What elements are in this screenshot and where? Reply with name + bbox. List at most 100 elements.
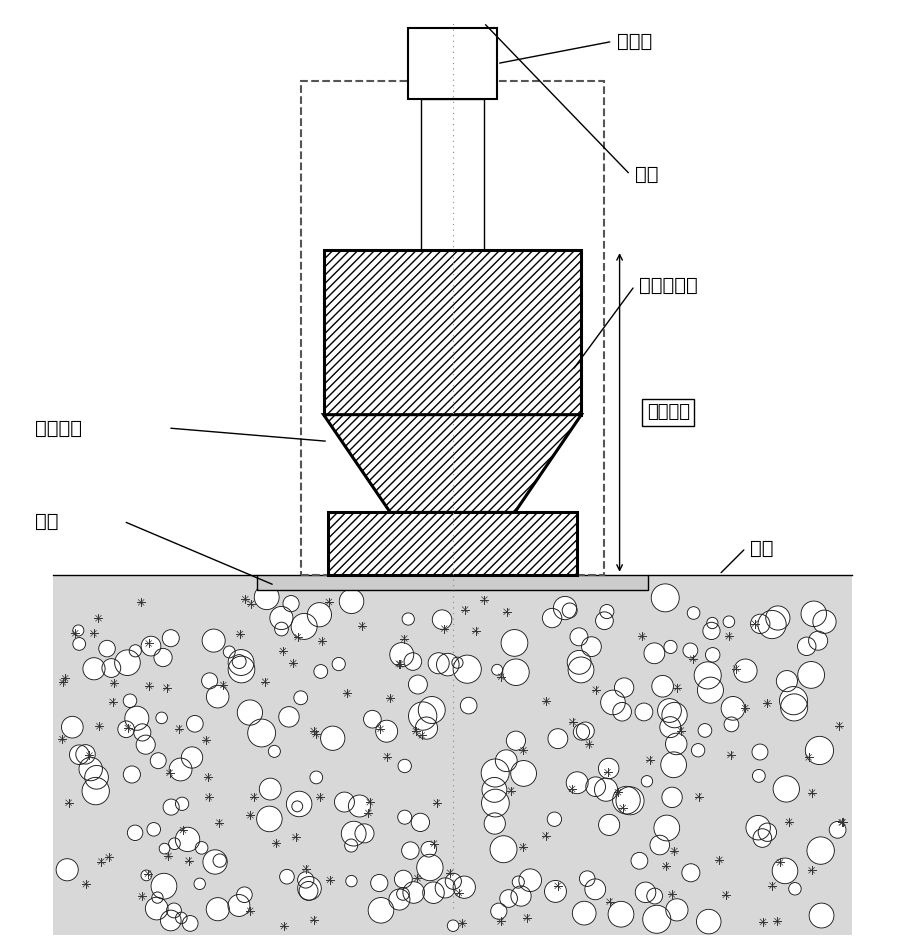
Bar	[257, 575, 648, 590]
Circle shape	[647, 888, 662, 904]
Circle shape	[99, 640, 115, 657]
Circle shape	[752, 769, 766, 782]
Circle shape	[274, 622, 289, 636]
Circle shape	[291, 613, 317, 639]
Circle shape	[553, 596, 576, 620]
Text: 夹锤: 夹锤	[634, 165, 658, 184]
Circle shape	[154, 649, 172, 666]
Circle shape	[734, 659, 757, 682]
Circle shape	[691, 743, 705, 757]
Circle shape	[123, 766, 140, 783]
Circle shape	[162, 630, 179, 647]
Circle shape	[666, 899, 688, 921]
Circle shape	[572, 901, 596, 925]
Circle shape	[72, 625, 84, 636]
Circle shape	[371, 874, 388, 892]
Circle shape	[654, 815, 680, 841]
Circle shape	[72, 637, 86, 651]
Circle shape	[512, 876, 524, 888]
Circle shape	[511, 886, 531, 906]
Bar	[52, 575, 853, 935]
Circle shape	[752, 744, 768, 760]
Circle shape	[206, 898, 229, 921]
Circle shape	[167, 903, 181, 918]
Circle shape	[461, 697, 477, 714]
Circle shape	[314, 665, 328, 679]
Circle shape	[698, 724, 712, 738]
Polygon shape	[324, 415, 581, 512]
Circle shape	[661, 752, 687, 778]
Circle shape	[500, 889, 518, 907]
Circle shape	[697, 909, 721, 934]
Circle shape	[236, 887, 252, 902]
Circle shape	[332, 657, 346, 671]
Circle shape	[415, 717, 438, 739]
Circle shape	[228, 650, 254, 676]
Circle shape	[279, 707, 300, 727]
Circle shape	[141, 870, 152, 881]
Circle shape	[181, 747, 203, 768]
Circle shape	[294, 691, 308, 705]
Circle shape	[163, 799, 179, 815]
Circle shape	[160, 910, 181, 931]
Circle shape	[801, 601, 826, 626]
Circle shape	[348, 795, 370, 817]
Circle shape	[125, 706, 148, 730]
Circle shape	[141, 636, 161, 656]
Circle shape	[510, 761, 537, 786]
Circle shape	[428, 652, 449, 674]
Circle shape	[773, 776, 799, 802]
Circle shape	[286, 791, 312, 817]
Circle shape	[237, 700, 262, 725]
Circle shape	[613, 786, 640, 814]
Circle shape	[320, 726, 345, 751]
Circle shape	[452, 657, 463, 668]
Circle shape	[579, 870, 595, 886]
Circle shape	[797, 637, 816, 655]
Circle shape	[298, 871, 314, 888]
Circle shape	[750, 614, 770, 634]
Circle shape	[766, 606, 790, 630]
Circle shape	[687, 607, 700, 620]
Circle shape	[168, 838, 180, 850]
Circle shape	[453, 655, 481, 683]
Circle shape	[176, 827, 200, 852]
Circle shape	[660, 717, 681, 738]
Circle shape	[797, 662, 824, 688]
Circle shape	[562, 603, 577, 618]
Bar	[301, 81, 604, 575]
Circle shape	[79, 757, 102, 781]
Circle shape	[545, 881, 567, 902]
Circle shape	[402, 841, 419, 859]
Circle shape	[339, 589, 364, 614]
Circle shape	[83, 658, 105, 680]
Circle shape	[341, 821, 366, 846]
Circle shape	[298, 876, 321, 900]
Circle shape	[403, 882, 424, 903]
Circle shape	[650, 835, 670, 855]
Circle shape	[345, 839, 357, 852]
Circle shape	[151, 873, 176, 899]
Circle shape	[776, 670, 797, 692]
Text: 液压夹机架: 液压夹机架	[639, 276, 698, 295]
Circle shape	[176, 913, 187, 924]
Circle shape	[808, 631, 828, 651]
Circle shape	[76, 745, 95, 764]
Circle shape	[758, 823, 776, 841]
Text: 夹板: 夹板	[34, 512, 58, 531]
Circle shape	[123, 694, 137, 708]
Circle shape	[705, 648, 720, 662]
Circle shape	[548, 729, 567, 749]
Circle shape	[642, 776, 653, 787]
Circle shape	[129, 645, 141, 657]
Circle shape	[82, 778, 110, 805]
Circle shape	[418, 696, 445, 724]
Circle shape	[416, 855, 443, 881]
Circle shape	[635, 703, 653, 721]
Circle shape	[616, 786, 644, 815]
Circle shape	[635, 882, 656, 902]
Circle shape	[658, 698, 681, 723]
Circle shape	[176, 797, 189, 811]
Circle shape	[436, 653, 459, 676]
Circle shape	[128, 825, 143, 841]
